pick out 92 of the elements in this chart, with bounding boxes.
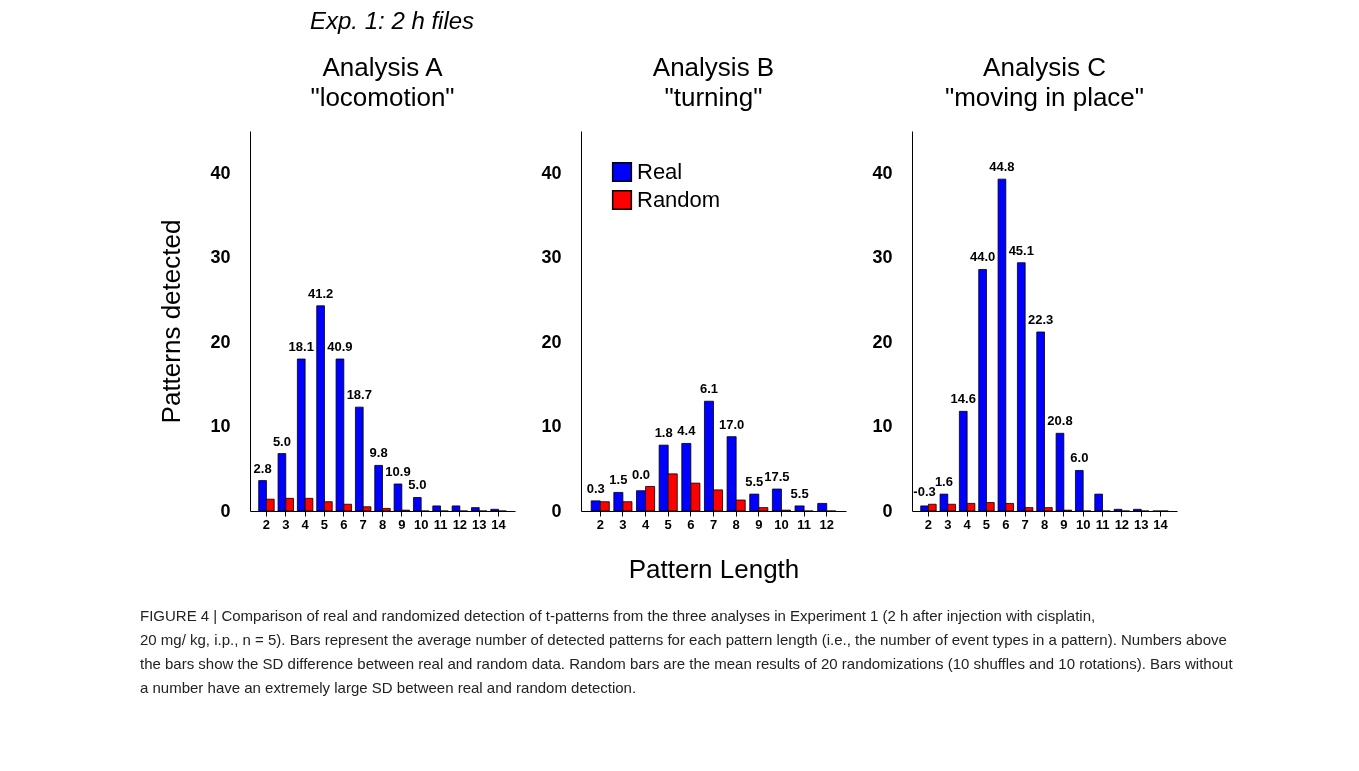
x-tick-label: 12 bbox=[819, 516, 834, 532]
x-tick-label: 2 bbox=[262, 516, 271, 532]
x-tick-label: 3 bbox=[944, 516, 952, 532]
chart-title: Analysis A "locomotion" bbox=[310, 52, 455, 112]
y-tick-label: 40 bbox=[872, 162, 893, 183]
x-axis-title: Pattern Length bbox=[628, 553, 800, 584]
x-tick-label: 14 bbox=[1153, 516, 1169, 532]
annotation: -0.3 bbox=[913, 484, 936, 500]
annotation: 6.1 bbox=[699, 381, 719, 397]
legend-label: Real bbox=[637, 159, 683, 184]
y-tick-label: 40 bbox=[210, 162, 231, 183]
annotation: 18.7 bbox=[346, 387, 372, 403]
x-tick-label: 3 bbox=[619, 516, 627, 532]
annotation: 17.0 bbox=[718, 416, 745, 432]
x-tick-label: 7 bbox=[709, 516, 718, 532]
annotation: 0.0 bbox=[631, 466, 651, 482]
annotation: 1.6 bbox=[934, 474, 953, 490]
y-tick-label: 0 bbox=[551, 500, 562, 521]
x-tick-label: 7 bbox=[359, 516, 367, 532]
annotation: 22.3 bbox=[1027, 311, 1054, 327]
annotation: 4.4 bbox=[677, 423, 697, 439]
annotation: 17.5 bbox=[764, 469, 790, 485]
annotation: 5.5 bbox=[790, 485, 809, 501]
annotation: 5.0 bbox=[408, 477, 427, 493]
x-tick-label: 6 bbox=[340, 516, 348, 532]
annotation: 6.0 bbox=[1070, 450, 1089, 466]
x-tick-label: 4 bbox=[641, 516, 650, 532]
y-tick-label: 40 bbox=[541, 162, 562, 183]
x-tick-label: 10 bbox=[413, 516, 429, 532]
annotation: 0.3 bbox=[586, 480, 605, 496]
annotation: 1.5 bbox=[609, 472, 628, 488]
annotation: 5.0 bbox=[272, 433, 291, 449]
x-tick-label: 2 bbox=[596, 516, 604, 532]
text: a number have an extremely large SD between real and random detection. bbox=[140, 679, 637, 696]
x-tick-label: 11 bbox=[797, 516, 811, 532]
x-tick-label: 6 bbox=[687, 516, 695, 532]
caption: FIGURE 4 | Comparison of real and randomized detection of t-patterns from the three analyses in Experiment 1 (2 h after injection with cisplatin, bbox=[140, 607, 1096, 624]
x-tick-label: 11 bbox=[1095, 516, 1110, 532]
x-tick-label: 8 bbox=[378, 516, 387, 532]
annotation: 1.8 bbox=[654, 425, 673, 441]
chart-title: Analysis B "turning" bbox=[652, 52, 775, 112]
x-tick-label: 4 bbox=[963, 516, 972, 532]
x-tick-label: 8 bbox=[1040, 516, 1049, 532]
x-tick-label: 7 bbox=[1021, 516, 1029, 532]
x-tick-label: 9 bbox=[398, 516, 406, 532]
y-tick-label: 10 bbox=[541, 416, 562, 437]
annotation: 41.2 bbox=[307, 285, 334, 301]
y-tick-label: 30 bbox=[872, 247, 893, 268]
text: Exp. 1: 2 h files bbox=[310, 7, 475, 34]
annotation: 18.1 bbox=[288, 339, 314, 354]
text: the bars show the SD difference between real and random data. Random bars are the mean results of 20 randomizations (10 shuffles and 10 rotations). Bars without bbox=[140, 655, 1234, 672]
y-tick-label: 10 bbox=[872, 416, 893, 437]
x-tick-label: 5 bbox=[664, 516, 672, 532]
x-tick-label: 11 bbox=[433, 516, 448, 532]
y-tick-label: 20 bbox=[210, 331, 231, 352]
annotation: 2.8 bbox=[253, 460, 272, 476]
x-tick-label: 4 bbox=[301, 516, 310, 532]
annotation: 44.0 bbox=[969, 249, 996, 265]
y-tick-label: 30 bbox=[210, 247, 231, 268]
annotation: 45.1 bbox=[1008, 242, 1034, 258]
annotation: 9.8 bbox=[369, 445, 388, 461]
annotation: 44.8 bbox=[989, 159, 1015, 175]
y-tick-label: 30 bbox=[541, 247, 562, 268]
x-tick-label: 8 bbox=[732, 516, 740, 532]
x-tick-label: 6 bbox=[1002, 516, 1010, 532]
x-tick-label: 12 bbox=[1114, 516, 1130, 532]
annotation: 40.9 bbox=[327, 339, 353, 354]
x-tick-label: 3 bbox=[282, 516, 290, 532]
x-tick-label: 13 bbox=[471, 516, 487, 532]
y-tick-label: 0 bbox=[882, 500, 893, 521]
y-tick-label: 20 bbox=[872, 331, 893, 352]
annotation: 10.9 bbox=[385, 463, 411, 479]
x-tick-label: 14 bbox=[491, 516, 507, 532]
x-tick-label: 5 bbox=[982, 516, 991, 532]
x-tick-label: 10 bbox=[1075, 516, 1091, 532]
x-tick-label: 9 bbox=[755, 516, 763, 532]
annotation: 14.6 bbox=[950, 391, 976, 407]
x-tick-label: 12 bbox=[452, 516, 468, 532]
x-tick-label: 9 bbox=[1060, 516, 1068, 532]
legend-label: Random bbox=[637, 187, 721, 212]
annotation: 20.8 bbox=[1047, 413, 1073, 429]
x-tick-label: 13 bbox=[1133, 516, 1149, 532]
y-tick-label: 0 bbox=[220, 500, 231, 521]
y-axis-title: Patterns detected bbox=[156, 219, 187, 424]
y-tick-label: 20 bbox=[541, 331, 562, 352]
x-tick-label: 2 bbox=[924, 516, 933, 532]
y-tick-label: 10 bbox=[210, 416, 231, 437]
x-tick-label: 5 bbox=[320, 516, 329, 532]
text: 20 mg/ kg, i.p., n = 5). Bars represent the average number of detected patterns for each pattern length (i.e., the number of event types in a pattern). Numbers above bbox=[140, 631, 1227, 648]
x-tick-label: 10 bbox=[774, 516, 789, 532]
chart-title: Analysis C "moving in place" bbox=[944, 52, 1145, 112]
annotation: 5.5 bbox=[745, 474, 764, 490]
